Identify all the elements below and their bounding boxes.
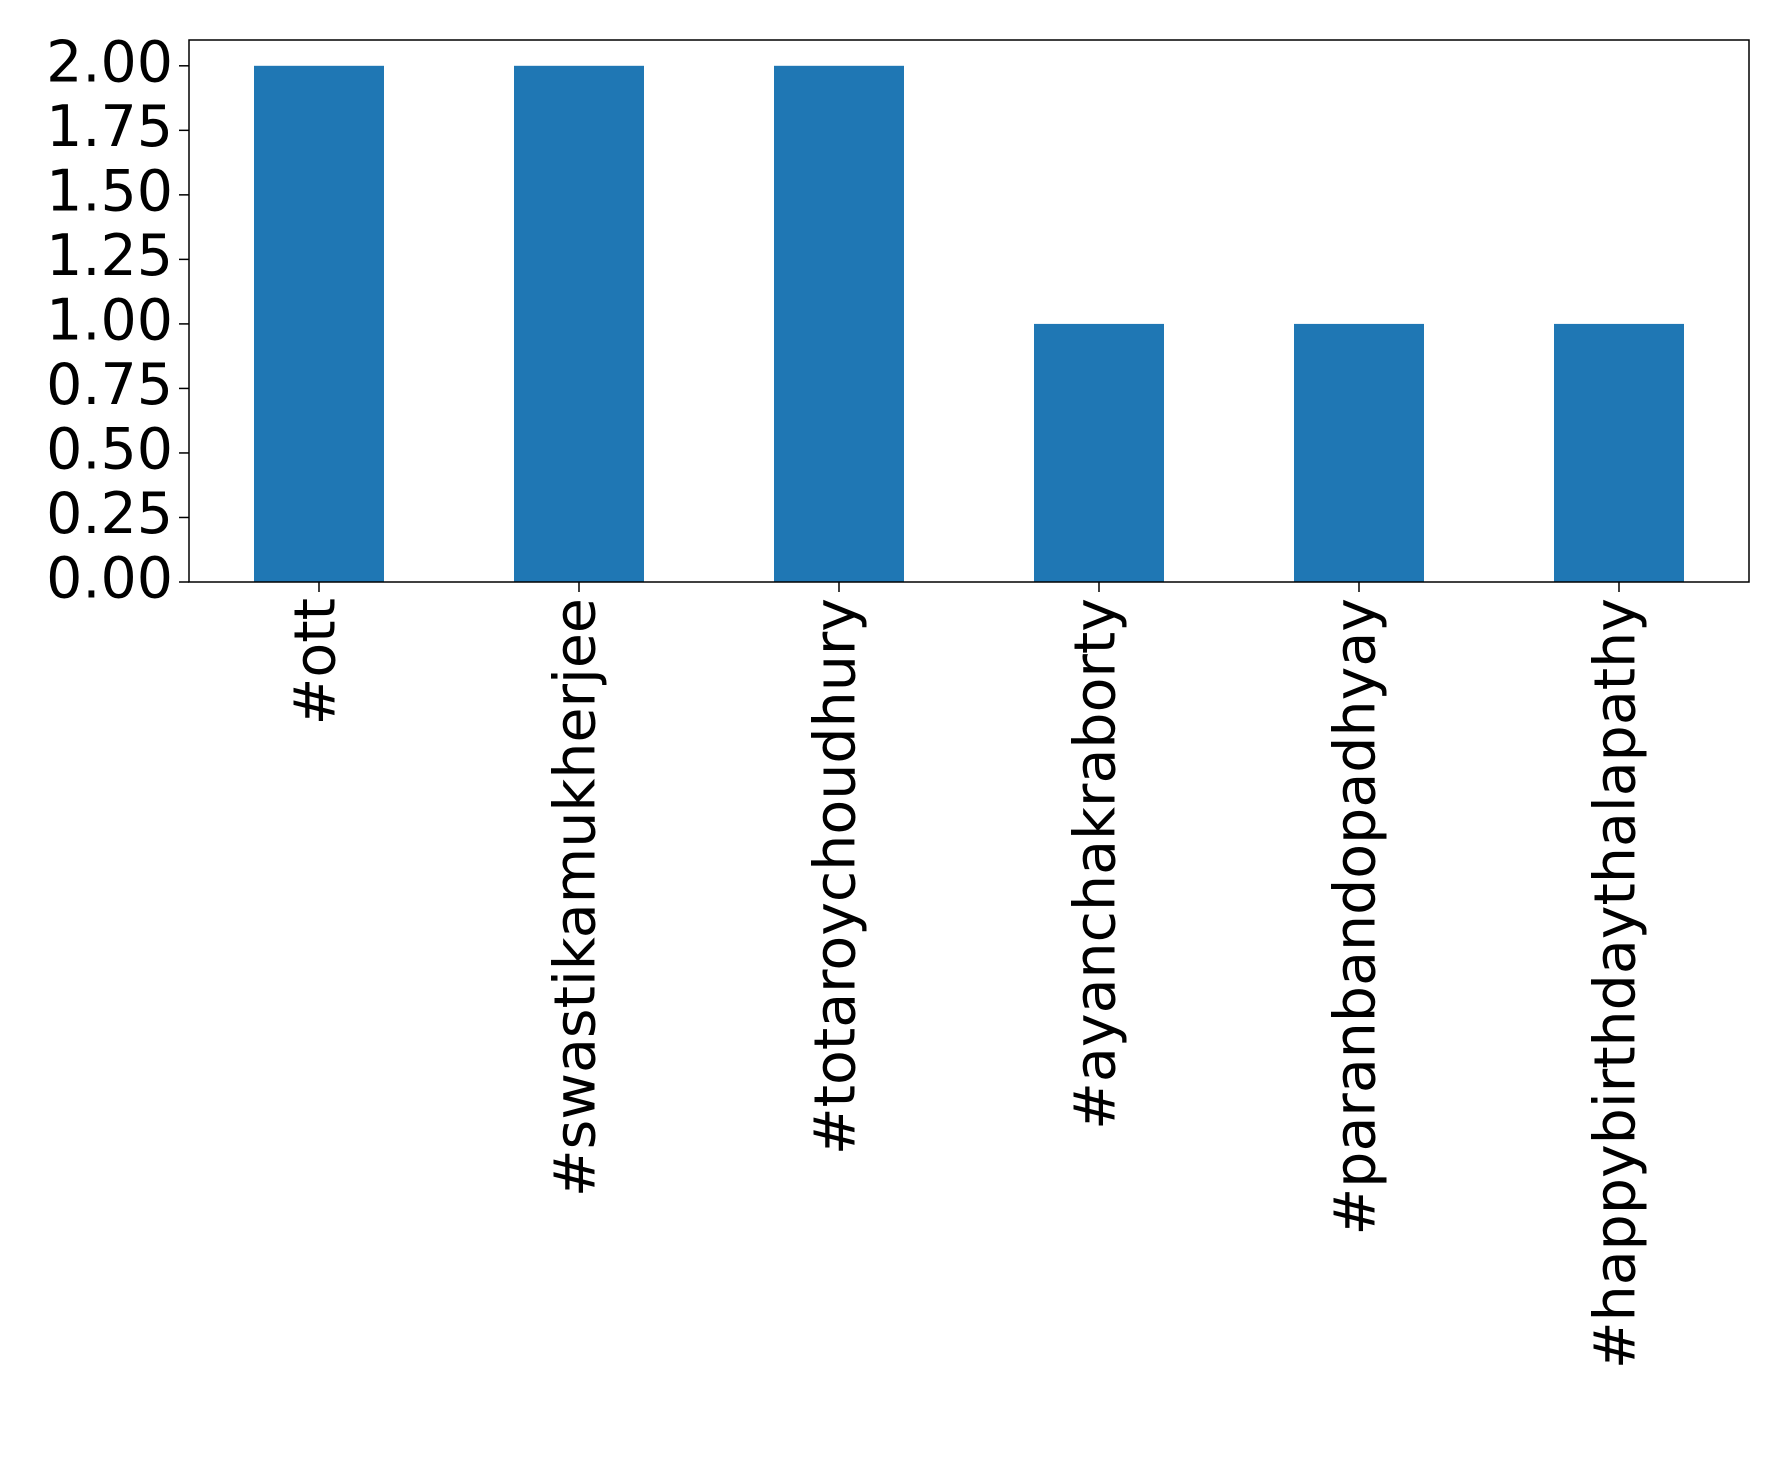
bar <box>1294 323 1424 582</box>
y-tick-label: 0.50 <box>46 417 173 483</box>
y-tick-label: 0.00 <box>46 546 173 612</box>
y-tick-label: 1.00 <box>46 288 173 354</box>
x-tick-label: #ayanchakraborty <box>1063 598 1129 1130</box>
x-tick-label: #happybirthdaythalapathy <box>1583 598 1649 1369</box>
y-tick-label: 1.50 <box>46 158 173 224</box>
plot-frame <box>188 39 1750 583</box>
x-tick-label: #paranbandopadhyay <box>1323 598 1389 1235</box>
y-tick-label: 2.00 <box>46 29 173 95</box>
y-tick-label: 0.25 <box>46 481 173 547</box>
y-tick-label: 1.25 <box>46 223 173 289</box>
y-tick-label: 1.75 <box>46 94 173 160</box>
y-tick-label: 0.75 <box>46 352 173 418</box>
bar <box>514 65 644 583</box>
bar <box>1034 323 1164 582</box>
bar <box>254 65 384 583</box>
bar <box>774 65 904 583</box>
x-tick-label: #ott <box>283 598 349 725</box>
x-tick-label: #totaroychoudhury <box>803 598 869 1155</box>
bar <box>1554 323 1684 582</box>
x-tick-label: #swastikamukherjee <box>543 598 609 1197</box>
